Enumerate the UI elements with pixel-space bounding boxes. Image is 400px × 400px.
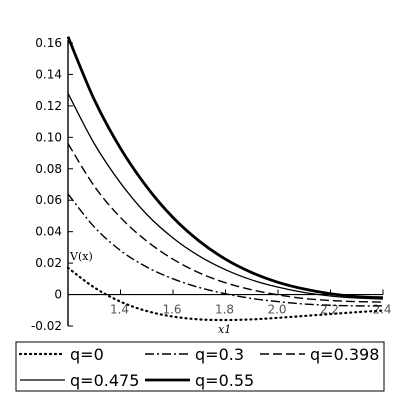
y-tick-label: 0.10 (35, 130, 62, 144)
legend-label-4: q=0.55 (195, 371, 254, 390)
legend-label-0: q=0 (70, 345, 104, 364)
legend-label-3: q=0.475 (70, 371, 139, 390)
x-tick-label: 2.4 (372, 303, 391, 317)
legend-box (15, 341, 385, 392)
y-tick-label: -0.02 (31, 319, 62, 333)
x-tick-label: 1.4 (110, 303, 129, 317)
y-axis-label: V(x) (69, 250, 93, 263)
y-tick-label: 0.08 (35, 162, 62, 176)
x-axis-label: x1 (218, 323, 231, 336)
series-line-0 (66, 266, 385, 322)
y-tick-label: 0.04 (35, 225, 62, 239)
y-tick-label: 0.14 (35, 67, 62, 81)
x-tick-label: 1.6 (162, 303, 181, 317)
legend-label-2: q=0.398 (310, 345, 379, 364)
series-line-2 (67, 143, 384, 303)
y-tick-label: 0.02 (35, 256, 62, 270)
series-line-1 (67, 193, 384, 307)
y-tick-label: 0.12 (35, 99, 62, 113)
x-tick-label: 2.0 (267, 303, 286, 317)
series-line-4 (66, 36, 384, 300)
x-tick-label: 1.8 (215, 303, 234, 317)
series-line-3 (67, 93, 384, 300)
y-tick-label: 0.16 (35, 36, 62, 50)
legend-label-1: q=0.3 (195, 345, 244, 364)
y-tick-label: 0 (54, 288, 62, 302)
y-tick-labels: 0.16 0.14 0.12 0.10 0.08 0.06 0.04 0.02 0 -0.02 (31, 36, 73, 333)
y-tick-label: 0.06 (35, 193, 62, 207)
legend: q=0 q=0.3 q=0.398 q=0.475 q=0.55 (15, 341, 385, 392)
chart-series (66, 36, 385, 322)
